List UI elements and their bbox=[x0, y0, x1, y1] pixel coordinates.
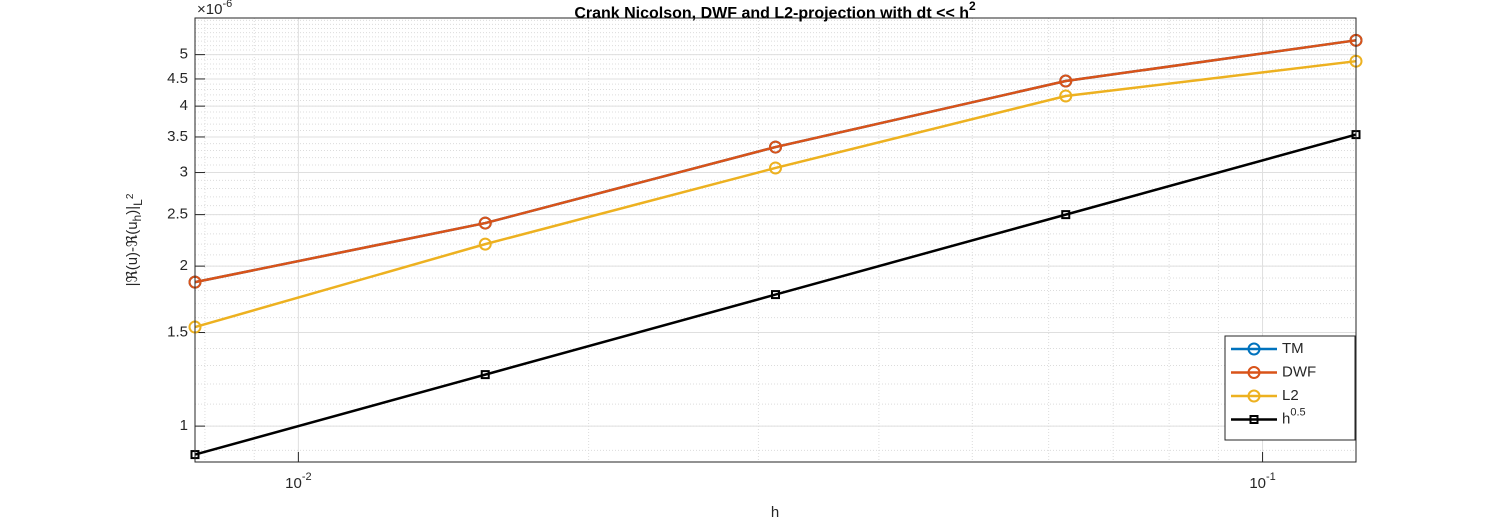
grid bbox=[195, 18, 1356, 462]
marker bbox=[1249, 415, 1259, 424]
y-tick-label: 5 bbox=[180, 46, 188, 63]
plot-area bbox=[195, 18, 1356, 462]
ylabel-sup: 2 bbox=[125, 193, 136, 199]
ylabel-sub: h bbox=[130, 215, 144, 222]
marker bbox=[771, 290, 780, 300]
series-line bbox=[194, 133, 1357, 456]
marker bbox=[1247, 389, 1261, 403]
marker bbox=[769, 161, 782, 175]
legend-superscript: 0.5 bbox=[1290, 406, 1305, 418]
marks bbox=[188, 33, 1363, 460]
y-tick-label: 2 bbox=[180, 257, 188, 274]
y-tick-label: 3.5 bbox=[167, 128, 188, 145]
legend-name: h bbox=[1282, 410, 1290, 427]
series-line bbox=[194, 59, 1357, 329]
marker bbox=[769, 140, 782, 154]
legend: TM DWF L2 h0.5 bbox=[1224, 335, 1356, 441]
ylabel-sub: L bbox=[131, 199, 145, 206]
y-tick-label: 1.5 bbox=[167, 323, 188, 340]
legend-name: DWF bbox=[1282, 363, 1316, 380]
title-superscript: 2 bbox=[969, 0, 976, 13]
marker bbox=[1059, 89, 1073, 103]
marker bbox=[1247, 342, 1261, 356]
axes-box bbox=[194, 17, 1357, 463]
x-tick-exponent: -2 bbox=[302, 471, 312, 483]
chart-title: Crank Nicolson, DWF and L2-projection wi… bbox=[574, 0, 976, 22]
multiplier-exponent: -6 bbox=[222, 0, 232, 10]
y-tick-label: 1 bbox=[180, 417, 188, 434]
legend-label: TM bbox=[1282, 340, 1304, 357]
marker bbox=[1059, 74, 1073, 88]
x-tick-exponent: -1 bbox=[1266, 471, 1276, 483]
marker bbox=[478, 216, 492, 230]
y-axis-label: |ℜ(u)-ℜ(uh)|L2 bbox=[124, 193, 145, 286]
ylabel-part: |ℜ(u)-ℜ(u bbox=[124, 221, 141, 286]
legend-label: L2 bbox=[1282, 387, 1299, 404]
y-tick-label: 4.5 bbox=[167, 70, 188, 87]
x-tick-label: 10-1 bbox=[1249, 471, 1275, 492]
multiplier-base: ×10 bbox=[197, 1, 222, 18]
y-tick-label: 3 bbox=[180, 164, 188, 181]
x-tick-base: 10 bbox=[1249, 475, 1266, 492]
marker bbox=[1061, 210, 1071, 220]
x-tick-base: 10 bbox=[285, 475, 302, 492]
legend-label: DWF bbox=[1282, 363, 1316, 380]
legend-name: L2 bbox=[1282, 387, 1299, 404]
marker bbox=[480, 370, 490, 380]
x-tick-label: 10-2 bbox=[285, 471, 311, 492]
y-multiplier: ×10-6 bbox=[197, 0, 232, 18]
title-text: Crank Nicolson, DWF and L2-projection wi… bbox=[574, 5, 969, 22]
y-tick-label: 4 bbox=[180, 97, 188, 114]
y-tick-label: 2.5 bbox=[167, 206, 188, 223]
x-axis-label: h bbox=[771, 504, 779, 521]
legend-label: h0.5 bbox=[1282, 406, 1306, 427]
ylabel-part: )| bbox=[124, 206, 141, 215]
legend-box bbox=[1224, 335, 1356, 441]
marker bbox=[478, 237, 492, 251]
legend-name: TM bbox=[1282, 340, 1304, 357]
series-line bbox=[194, 39, 1357, 284]
marker bbox=[1247, 366, 1261, 379]
